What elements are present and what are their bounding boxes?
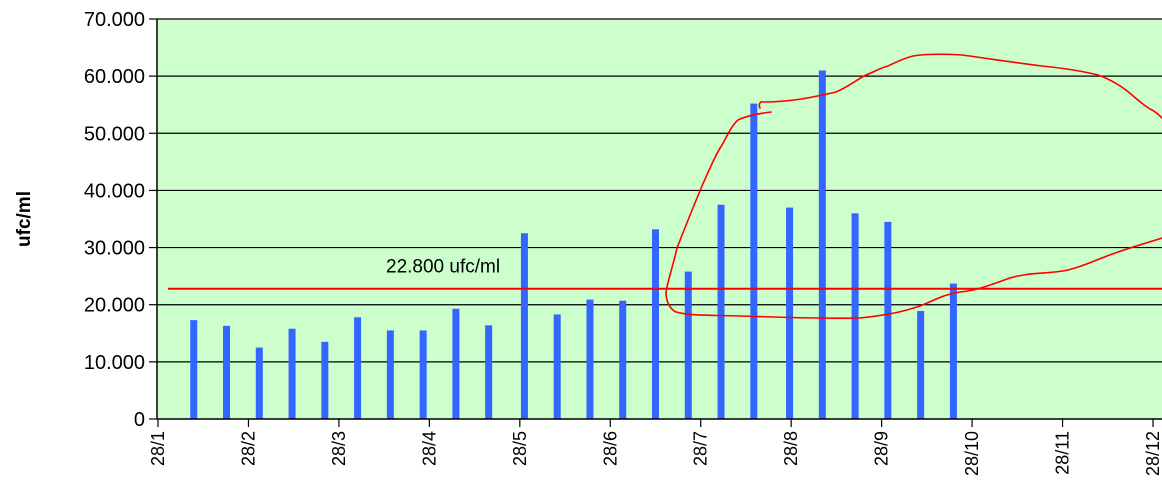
bar — [619, 300, 627, 419]
x-tick-label: 28/12 — [1143, 431, 1162, 476]
y-tick-label: 40.000 — [84, 180, 145, 202]
bar — [884, 221, 892, 419]
bar — [818, 70, 826, 419]
x-tick-label: 28/3 — [329, 431, 349, 466]
x-tick-label: 28/1 — [148, 431, 168, 466]
y-tick-label: 10.000 — [84, 352, 145, 374]
x-tick-label: 28/2 — [238, 431, 258, 466]
bar — [255, 347, 263, 419]
bar — [553, 314, 561, 419]
x-tick-label: 28/10 — [962, 431, 982, 476]
bar — [917, 311, 925, 419]
bar — [750, 103, 758, 420]
bar — [786, 207, 794, 419]
bar — [223, 325, 231, 419]
y-axis-title: ufc/ml — [14, 191, 35, 247]
x-tick-label: 28/7 — [691, 431, 711, 466]
bars — [190, 70, 957, 420]
bar — [652, 229, 659, 419]
y-tick-label: 50.000 — [84, 123, 145, 145]
y-tick-label: 20.000 — [84, 295, 145, 317]
x-tick-label: 28/11 — [1053, 431, 1073, 475]
plot-background — [157, 19, 1162, 419]
bar — [190, 320, 198, 419]
y-tick-label: 60.000 — [84, 66, 145, 88]
bar — [586, 299, 594, 419]
bar — [386, 330, 394, 419]
x-tick-label: 28/6 — [600, 431, 620, 466]
x-axis-ticks: 28/1 28/2 28/3 28/4 28/5 28/6 28/7 28/8 28/9 28/1… — [148, 419, 1162, 476]
y-tick-label: 0 — [134, 409, 145, 431]
x-tick-label: 28/8 — [781, 431, 801, 466]
freehand-annotation — [665, 53, 1162, 320]
bar — [485, 325, 493, 419]
bar — [354, 317, 362, 419]
y-axis-ticks: 0 10.000 20.000 30.000 40.000 50.000 60.000 70.… — [84, 9, 157, 431]
y-tick-label: 30.000 — [84, 238, 145, 260]
bar — [419, 330, 427, 419]
x-tick-label: 28/5 — [510, 431, 530, 466]
bar — [452, 308, 460, 419]
x-tick-label: 28/9 — [872, 431, 892, 466]
bar — [520, 233, 528, 419]
bar — [684, 271, 692, 419]
bar — [288, 328, 296, 419]
bar — [851, 213, 859, 419]
bar — [717, 204, 725, 419]
threshold-label: 22.800 ufc/ml — [386, 257, 500, 278]
bar — [949, 283, 957, 419]
y-tick-label: 70.000 — [84, 9, 145, 31]
threshold: 22.800 ufc/ml — [168, 257, 1162, 290]
gridlines — [157, 18, 1162, 363]
x-tick-label: 28/4 — [419, 431, 439, 466]
bar — [321, 341, 329, 419]
